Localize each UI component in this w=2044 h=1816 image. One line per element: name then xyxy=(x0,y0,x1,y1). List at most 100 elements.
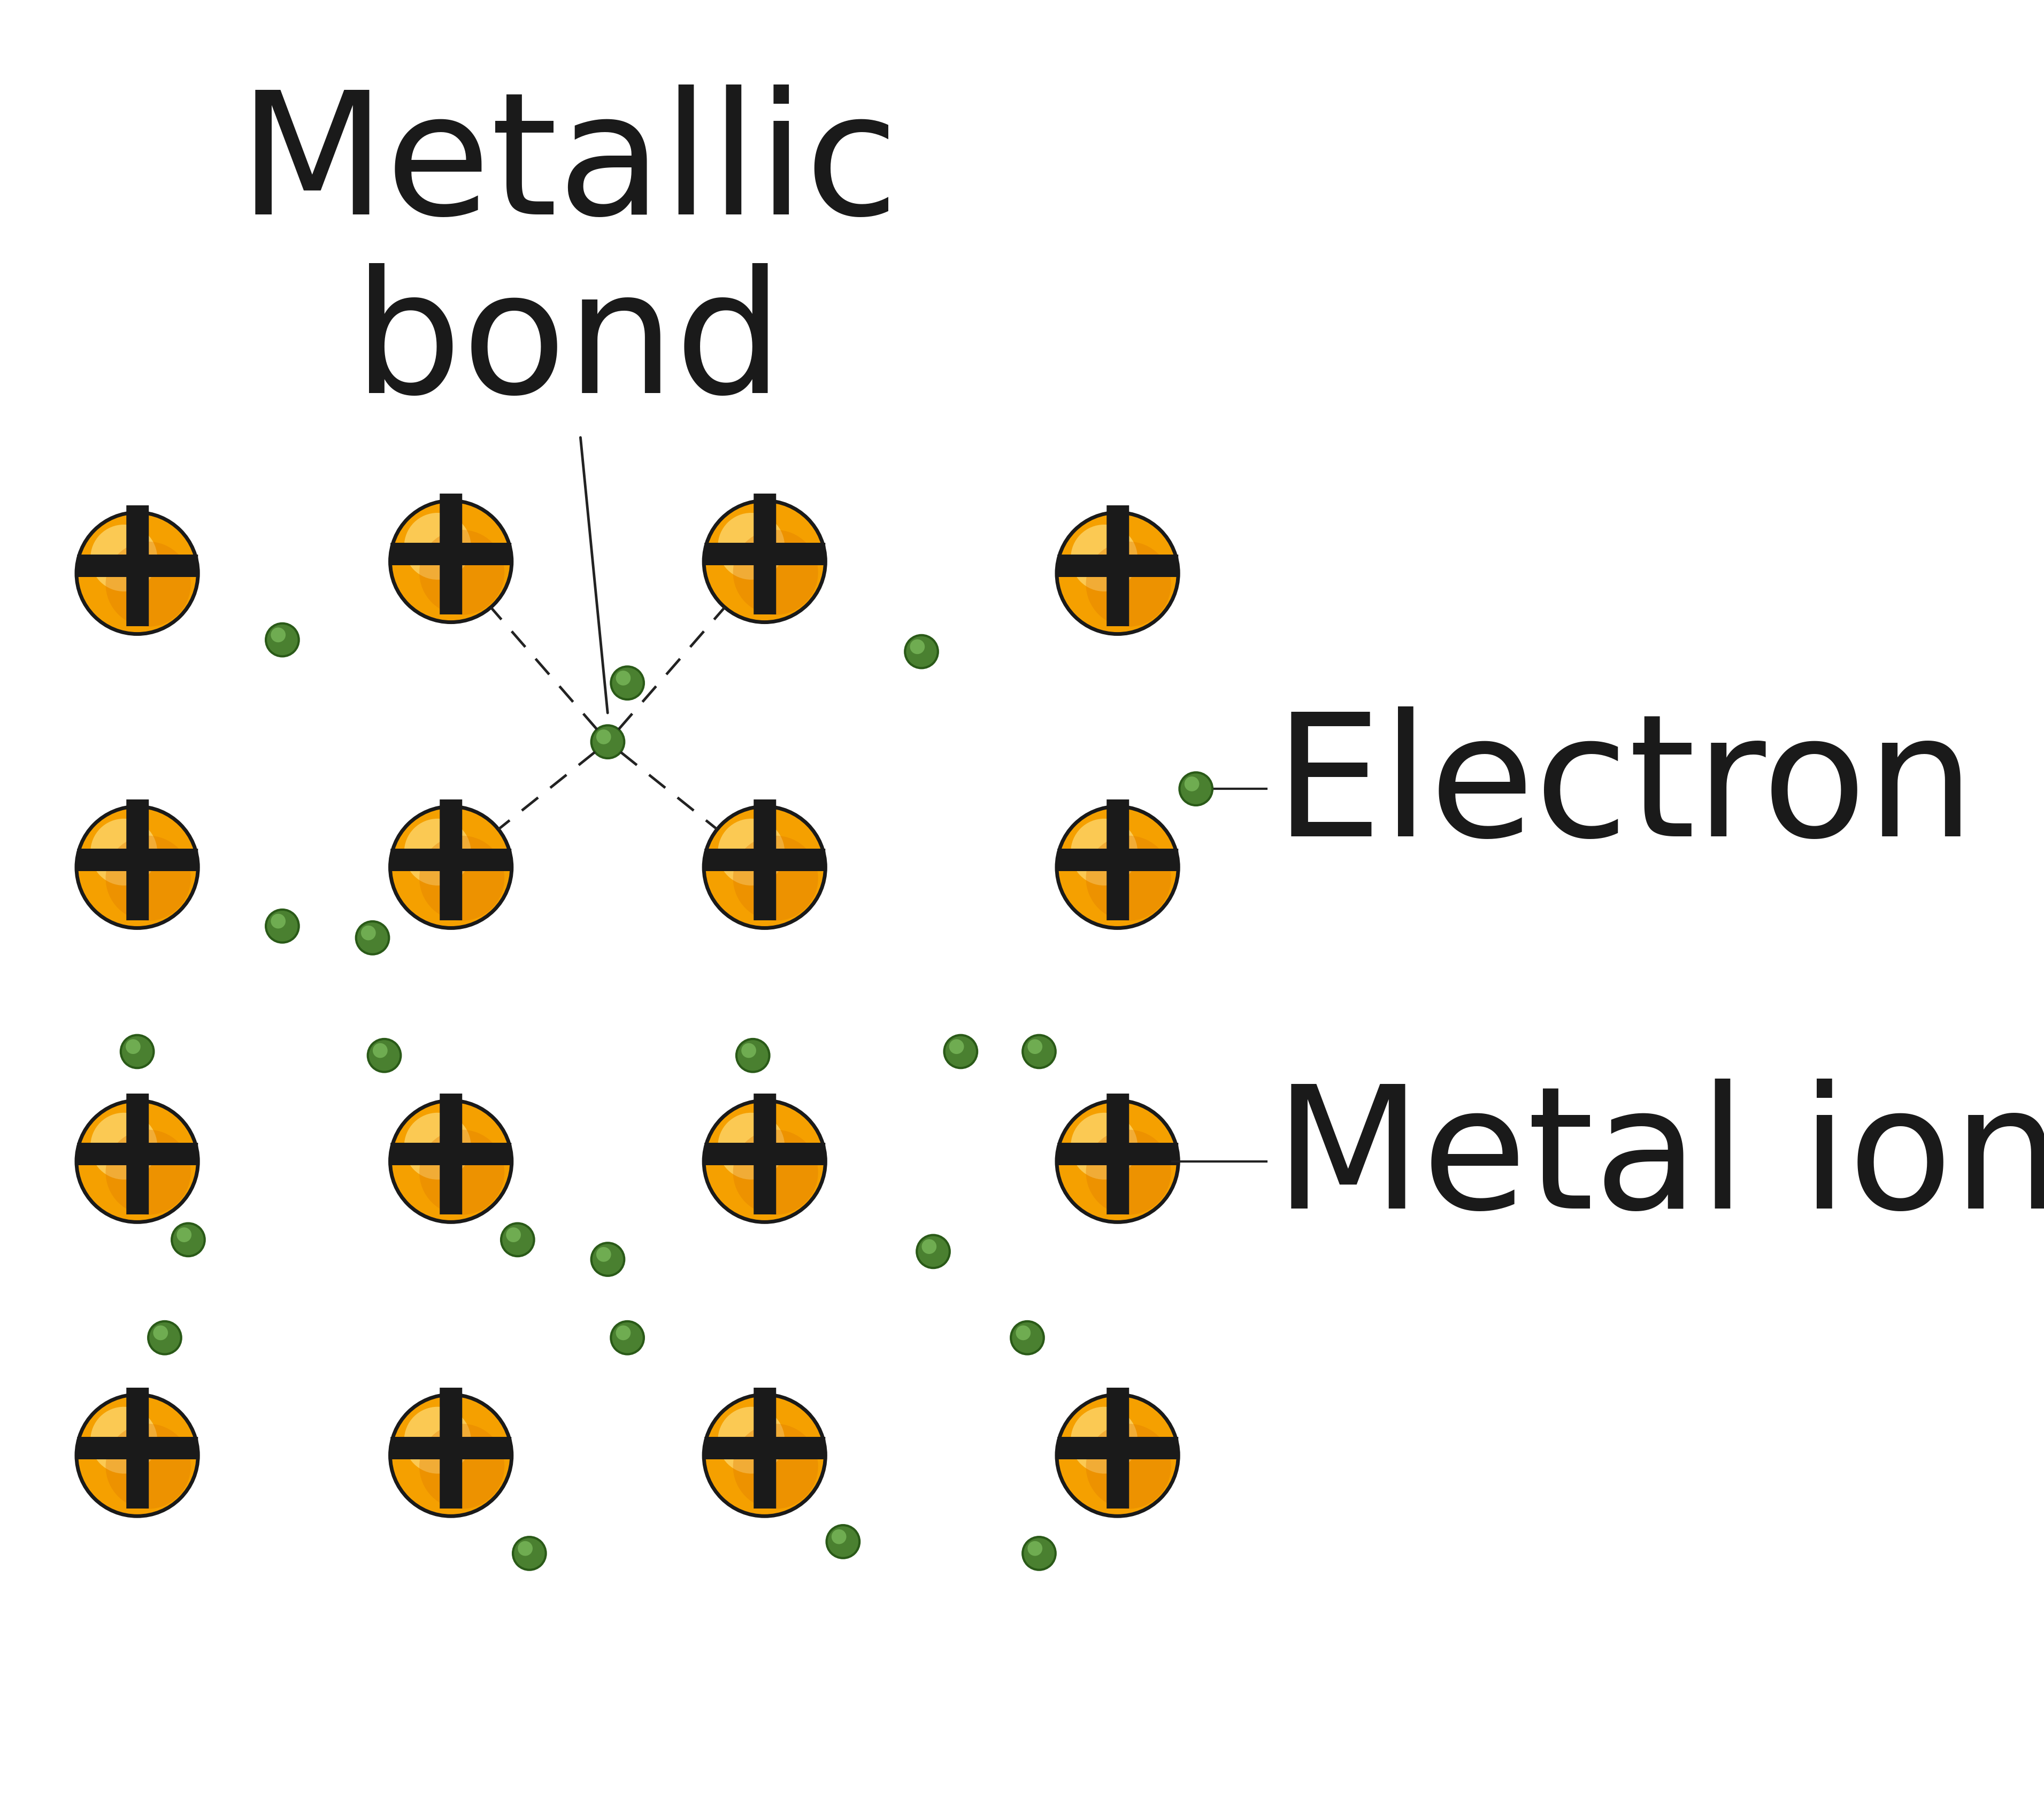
Circle shape xyxy=(1057,1100,1177,1222)
Circle shape xyxy=(390,1100,511,1222)
Circle shape xyxy=(419,1424,505,1509)
Circle shape xyxy=(176,1228,192,1242)
Circle shape xyxy=(419,835,505,921)
Circle shape xyxy=(916,1235,950,1268)
Text: +: + xyxy=(370,1362,531,1549)
Circle shape xyxy=(1028,1039,1042,1053)
Circle shape xyxy=(1071,1407,1136,1473)
Circle shape xyxy=(615,670,630,685)
Circle shape xyxy=(125,1039,141,1053)
Circle shape xyxy=(611,666,644,699)
Circle shape xyxy=(717,1113,785,1180)
Text: +: + xyxy=(370,1068,531,1255)
Text: Electron: Electron xyxy=(1273,706,1975,872)
Circle shape xyxy=(736,1039,769,1071)
Circle shape xyxy=(106,1424,190,1509)
Circle shape xyxy=(1022,1035,1055,1068)
Circle shape xyxy=(372,1042,388,1059)
Circle shape xyxy=(717,1407,785,1473)
Circle shape xyxy=(1085,835,1171,921)
Circle shape xyxy=(948,1039,963,1053)
Text: +: + xyxy=(370,774,531,961)
Text: +: + xyxy=(683,774,846,961)
Circle shape xyxy=(405,819,470,886)
Circle shape xyxy=(1057,1395,1177,1516)
Text: +: + xyxy=(683,1068,846,1255)
Circle shape xyxy=(266,623,298,656)
Circle shape xyxy=(717,819,785,886)
Text: +: + xyxy=(370,469,531,656)
Circle shape xyxy=(1085,1130,1171,1215)
Circle shape xyxy=(147,1322,182,1355)
Circle shape xyxy=(517,1542,533,1556)
Circle shape xyxy=(1071,819,1136,886)
Circle shape xyxy=(106,541,190,627)
Circle shape xyxy=(106,835,190,921)
Circle shape xyxy=(419,530,505,616)
Circle shape xyxy=(1022,1536,1055,1569)
Circle shape xyxy=(76,1100,198,1222)
Circle shape xyxy=(266,910,298,943)
Circle shape xyxy=(90,819,157,886)
Text: +: + xyxy=(1036,479,1198,666)
Circle shape xyxy=(734,835,818,921)
Text: +: + xyxy=(1036,1362,1198,1549)
Circle shape xyxy=(405,1407,470,1473)
Text: +: + xyxy=(1036,1068,1198,1255)
Circle shape xyxy=(390,501,511,623)
Text: +: + xyxy=(57,1068,219,1255)
Circle shape xyxy=(1183,777,1200,792)
Circle shape xyxy=(270,913,286,928)
Circle shape xyxy=(734,1424,818,1509)
Circle shape xyxy=(597,1248,611,1262)
Circle shape xyxy=(356,921,388,953)
Text: Metallic
bond: Metallic bond xyxy=(237,85,899,429)
Circle shape xyxy=(591,1242,623,1277)
Circle shape xyxy=(121,1035,153,1068)
Circle shape xyxy=(1071,525,1136,592)
Circle shape xyxy=(1057,806,1177,928)
Circle shape xyxy=(76,806,198,928)
Circle shape xyxy=(742,1042,756,1059)
Circle shape xyxy=(1016,1326,1030,1340)
Circle shape xyxy=(405,512,470,579)
Circle shape xyxy=(419,1130,505,1215)
Circle shape xyxy=(76,1395,198,1516)
Circle shape xyxy=(501,1224,533,1257)
Text: Metal ion: Metal ion xyxy=(1273,1079,2044,1244)
Circle shape xyxy=(905,636,938,668)
Circle shape xyxy=(703,501,826,623)
Circle shape xyxy=(615,1326,630,1340)
Circle shape xyxy=(611,1322,644,1355)
Circle shape xyxy=(1179,772,1212,804)
Circle shape xyxy=(362,926,376,941)
Circle shape xyxy=(1028,1542,1042,1556)
Circle shape xyxy=(513,1536,546,1569)
Circle shape xyxy=(76,512,198,634)
Circle shape xyxy=(153,1326,168,1340)
Text: +: + xyxy=(57,479,219,666)
Circle shape xyxy=(734,1130,818,1215)
Circle shape xyxy=(90,1113,157,1180)
Circle shape xyxy=(270,628,286,643)
Circle shape xyxy=(507,1228,521,1242)
Circle shape xyxy=(944,1035,977,1068)
Circle shape xyxy=(910,639,924,654)
Circle shape xyxy=(1057,512,1177,634)
Circle shape xyxy=(826,1525,858,1558)
Text: +: + xyxy=(1036,774,1198,961)
Circle shape xyxy=(922,1239,936,1255)
Circle shape xyxy=(1071,1113,1136,1180)
Circle shape xyxy=(1085,541,1171,627)
Circle shape xyxy=(390,806,511,928)
Circle shape xyxy=(597,730,611,745)
Circle shape xyxy=(368,1039,401,1071)
Circle shape xyxy=(1085,1424,1171,1509)
Text: +: + xyxy=(57,774,219,961)
Text: +: + xyxy=(683,469,846,656)
Circle shape xyxy=(591,725,623,759)
Circle shape xyxy=(1010,1322,1044,1355)
Circle shape xyxy=(832,1529,846,1544)
Circle shape xyxy=(390,1395,511,1516)
Circle shape xyxy=(90,525,157,592)
